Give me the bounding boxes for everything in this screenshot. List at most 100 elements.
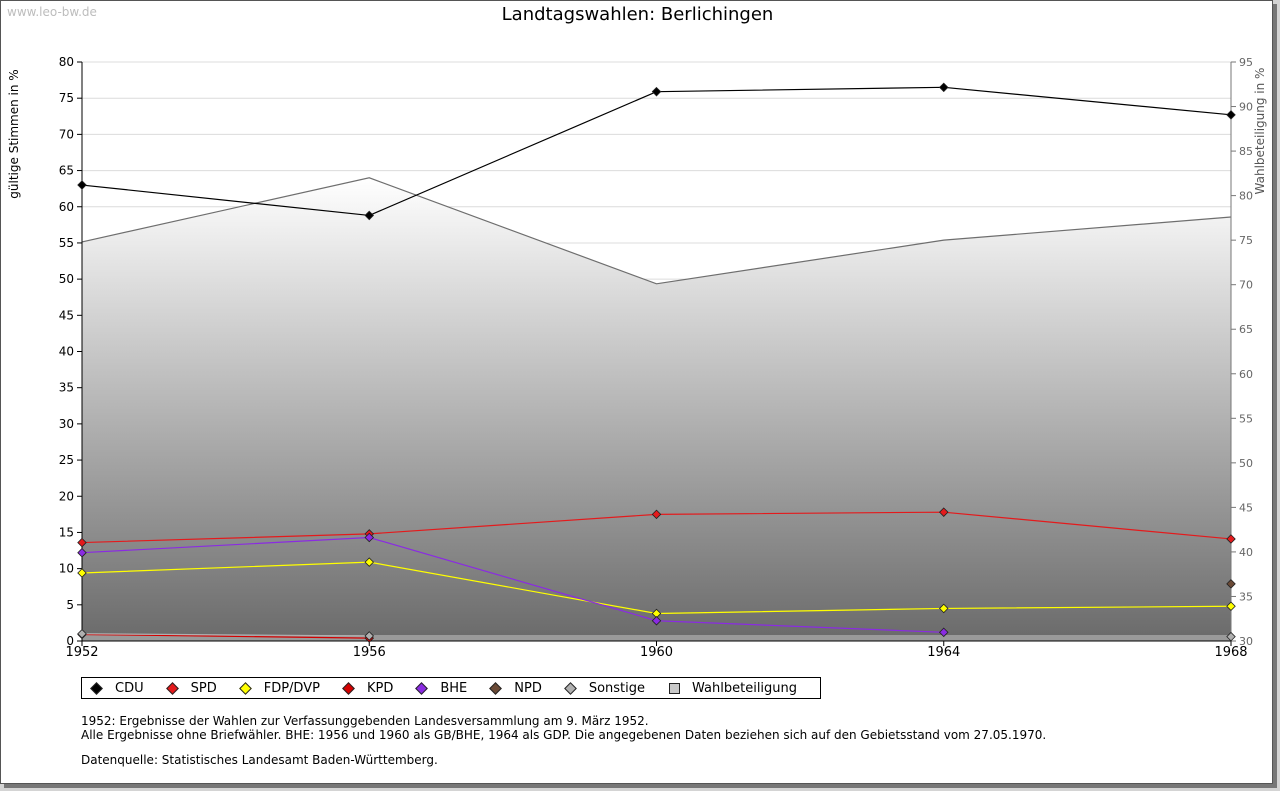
legend-label-fdp: FDP/DVP: [263, 680, 320, 696]
point-npd: [1226, 579, 1236, 589]
y-tick-label: 30: [59, 417, 74, 431]
point-spd: [77, 537, 87, 548]
y2-tick-label: 50: [1239, 457, 1253, 470]
legend-item-kpd: KPD: [342, 680, 407, 696]
point-cdu: [1226, 110, 1236, 120]
point-fdp-dvp: [77, 568, 87, 578]
point-fdp-dvp: [1226, 601, 1236, 612]
legend: CDU SPD FDP/DVP KPD BHE NPD Sonstige Wa: [81, 677, 821, 699]
x-tick-label: 1964: [927, 645, 960, 660]
y-tick-label: 10: [59, 562, 74, 576]
y-tick-label: 65: [59, 164, 74, 178]
legend-marker-fdp: [238, 681, 252, 695]
data-source: Datenquelle: Statistisches Landesamt Bad…: [81, 753, 438, 767]
y-tick-label: 25: [59, 453, 74, 467]
legend-item-fdp: FDP/DVP: [238, 680, 334, 696]
y-tick-label: 35: [59, 381, 74, 395]
point-cdu: [77, 180, 87, 190]
legend-label-spd: SPD: [190, 680, 217, 696]
footnote-1952: 1952: Ergebnisse der Wahlen zur Verfassu…: [81, 714, 649, 728]
y-tick-label: 50: [59, 272, 74, 286]
point-fdp-dvp: [938, 603, 949, 614]
y2-tick-label: 75: [1239, 234, 1253, 247]
y2-tick-label: 80: [1239, 190, 1253, 203]
chart-svg: 0 5 10 15 20 25 30 35 40 45 50 55 60 65 70 75 80 30 35 40 45…: [7, 55, 1267, 660]
y-tick-label: 45: [59, 308, 74, 322]
turnout-area: [82, 177, 1231, 642]
legend-marker-cdu: [90, 681, 103, 695]
x-tick-label: 1952: [65, 645, 98, 660]
legend-label-kpd: KPD: [366, 680, 394, 696]
point-cdu: [938, 82, 949, 93]
point-bhe: [77, 547, 87, 558]
series-line-cdu: [81, 86, 1232, 217]
point-cdu: [364, 210, 375, 221]
axis-layer: 0 5 10 15 20 25 30 35 40 45 50 55 60 65 70 75 80 30 35 40 45…: [59, 55, 1253, 660]
y2-tick-label: 30: [1239, 635, 1253, 648]
x-tick-label: 1960: [640, 645, 673, 660]
y-tick-label: 5: [66, 598, 74, 612]
watermark: www.leo-bw.de: [7, 5, 97, 19]
legend-item-turnout: Wahlbeteiligung: [669, 681, 811, 696]
point-fdp-dvp: [364, 557, 375, 567]
series-line-kpd: [81, 633, 370, 639]
y-tick-label: 70: [59, 127, 74, 141]
legend-label-cdu: CDU: [115, 680, 144, 696]
legend-marker-npd: [489, 681, 503, 695]
legend-item-sonstige: Sonstige: [563, 680, 659, 696]
legend-label-sonstige: Sonstige: [588, 680, 646, 696]
y-tick-label: 60: [59, 200, 74, 214]
point-cdu: [651, 86, 662, 97]
legend-label-turnout: Wahlbeteiligung: [692, 680, 798, 696]
legend-marker-turnout: [669, 682, 681, 694]
point-bhe: [938, 627, 949, 638]
y2-tick-label: 65: [1239, 323, 1253, 336]
legend-marker-kpd: [342, 681, 355, 695]
y2-tick-label: 45: [1239, 501, 1253, 514]
legend-item-spd: SPD: [165, 680, 231, 696]
y2-tick-label: 60: [1239, 368, 1253, 381]
y2-tick-label: 55: [1239, 412, 1253, 425]
legend-label-bhe: BHE: [440, 680, 468, 696]
y-tick-label: 75: [59, 91, 74, 105]
y2-tick-label: 40: [1239, 546, 1253, 559]
y-tick-label: 55: [59, 236, 74, 250]
legend-item-npd: NPD: [489, 680, 556, 696]
y-tick-label: 20: [59, 489, 74, 503]
y2-tick-label: 90: [1239, 101, 1253, 114]
x-tick-label: 1968: [1214, 645, 1247, 660]
y-tick-label: 80: [59, 55, 74, 69]
point-spd: [651, 509, 662, 520]
y-tick-label: 0: [66, 634, 74, 648]
point-spd: [1226, 534, 1236, 544]
point-sonstige: [77, 628, 87, 639]
turnout-line: [81, 177, 1232, 285]
x-tick-label: 1956: [353, 645, 386, 660]
y-tick-label: 40: [59, 345, 74, 359]
series-layer: [77, 82, 1236, 643]
y-axis-label: gültige Stimmen in %: [7, 69, 21, 198]
chart-title: Landtagswahlen: Berlichingen: [501, 4, 774, 25]
y2-tick-label: 70: [1239, 279, 1253, 292]
legend-label-npd: NPD: [514, 680, 542, 696]
turnout-base-band: [82, 635, 1231, 641]
point-sonstige: [364, 631, 375, 641]
legend-item-cdu: CDU: [90, 680, 158, 696]
footnote-briefwaehler: Alle Ergebnisse ohne Briefwähler. BHE: 1…: [81, 728, 1047, 742]
y-tick-label: 15: [59, 525, 74, 539]
y2-tick-label: 35: [1239, 590, 1253, 603]
legend-marker-spd: [165, 681, 179, 695]
y2-axis-label: Wahlbeteiligung in %: [1253, 68, 1267, 195]
turnout-area-layer: [81, 177, 1232, 642]
series-line-bhe: [81, 536, 944, 633]
y2-tick-label: 95: [1239, 56, 1253, 69]
point-bhe: [651, 615, 662, 626]
legend-marker-sonstige: [563, 681, 577, 695]
legend-marker-bhe: [415, 681, 429, 695]
legend-item-bhe: BHE: [415, 680, 481, 696]
point-sonstige: [1226, 631, 1236, 642]
point-bhe: [364, 532, 375, 543]
y2-tick-label: 85: [1239, 145, 1253, 158]
point-spd: [938, 507, 949, 517]
